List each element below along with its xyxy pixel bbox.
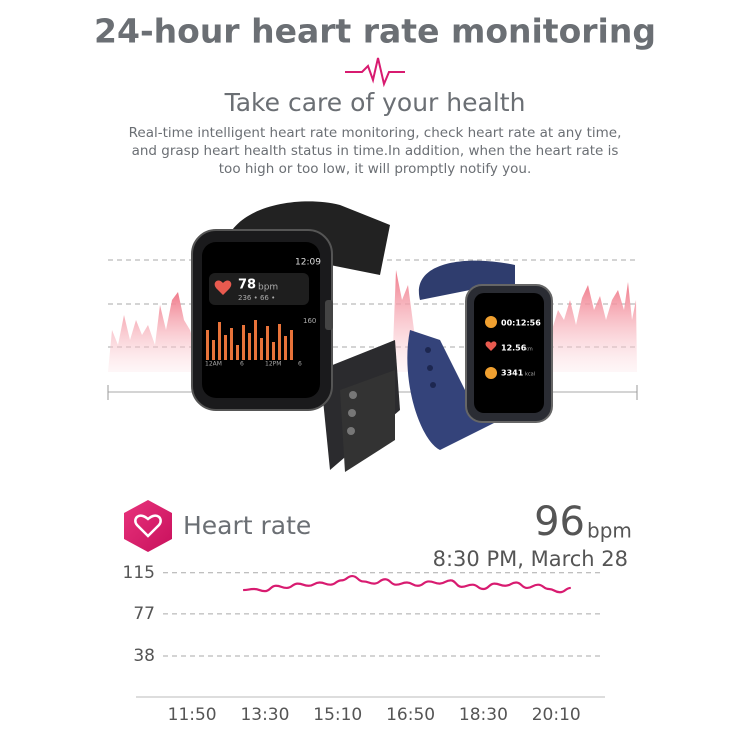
x-tick-label: 18:30: [459, 705, 508, 725]
description-line: too high or too low, it will promptly no…: [219, 161, 531, 177]
x-tick-label: 11:50: [168, 705, 217, 725]
black-watch: 12:09 78 bpm 236 • 66 • 160 12AM 6 12PM …: [191, 201, 400, 472]
watch-distance-unit: km: [525, 347, 533, 353]
watch-heart-value: 78: [238, 278, 256, 293]
subtitle: Take care of your health: [224, 88, 526, 117]
y-tick-label: 77: [133, 604, 155, 624]
y-tick-label: 38: [133, 646, 155, 666]
blue-watch: 00:12:56 12.56 km 3341 kcal: [407, 260, 553, 450]
watch-axis: 6: [240, 361, 244, 368]
heart-icon-glyph: [134, 514, 162, 538]
watch-axis: 12AM: [205, 361, 222, 368]
heart-icon: [124, 500, 172, 552]
heart-rate-chart: 38 77 115 11:50 13:30 15:10 16:50 18:30 20:10: [123, 563, 600, 725]
watch-axis: 12PM: [265, 361, 281, 368]
y-tick-label: 115: [123, 563, 155, 583]
reading-time: 8:30 PM, March 28: [433, 547, 628, 571]
heart-rate-line: [243, 574, 571, 594]
watch-axis: 6: [298, 361, 302, 368]
watch-distance: 12.56: [501, 344, 527, 353]
reading-unit: bpm: [587, 519, 632, 543]
watch-timer: 00:12:56: [501, 319, 541, 328]
description-line: and grasp heart health status in time.In…: [132, 143, 619, 159]
reading-value: 96: [534, 499, 585, 545]
watch-calories-unit: kcal: [525, 372, 535, 378]
watch-calories: 3341: [501, 369, 524, 378]
watch-range: 236 • 66 •: [238, 294, 275, 302]
title: 24-hour heart rate monitoring: [94, 12, 656, 51]
ecg-icon: [345, 57, 405, 88]
description-line: Real-time intelligent heart rate monitor…: [129, 125, 622, 141]
watch-time: 12:09: [295, 258, 321, 268]
x-tick-label: 13:30: [240, 705, 289, 725]
watch-scale: 160: [303, 317, 316, 325]
reading-label: Heart rate: [183, 511, 311, 540]
x-tick-label: 15:10: [313, 705, 362, 725]
x-tick-label: 20:10: [532, 705, 581, 725]
watch-heart-unit: bpm: [258, 283, 278, 293]
x-tick-label: 16:50: [386, 705, 435, 725]
